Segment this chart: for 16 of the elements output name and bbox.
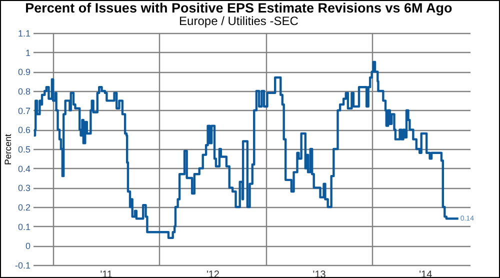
y-tick-label: 0.9 <box>18 67 30 78</box>
y-tick-label: 0 <box>25 241 30 252</box>
y-axis-title: Percent <box>2 134 13 166</box>
y-tick-label: 1 <box>25 48 30 58</box>
chart-subtitle: Europe / Utilities -SEC <box>179 14 299 28</box>
y-tick-label: 0.1 <box>18 222 30 232</box>
chart-title: Percent of Issues with Positive EPS Estimate Revisions vs 6M Ago <box>25 0 452 16</box>
y-tick-label: 0.4 <box>18 164 30 174</box>
y-tick-label: 0.5 <box>18 144 30 154</box>
y-tick-label: 0.7 <box>18 106 30 116</box>
y-tick-label: 0.8 <box>18 86 30 96</box>
y-tick-label: 0.6 <box>18 125 30 136</box>
y-tick-label: 0.3 <box>18 183 30 194</box>
y-tick-label: -0.1 <box>14 260 30 270</box>
y-tick-label: 0.2 <box>18 202 30 212</box>
y-tick-label: 1.1 <box>18 28 30 38</box>
